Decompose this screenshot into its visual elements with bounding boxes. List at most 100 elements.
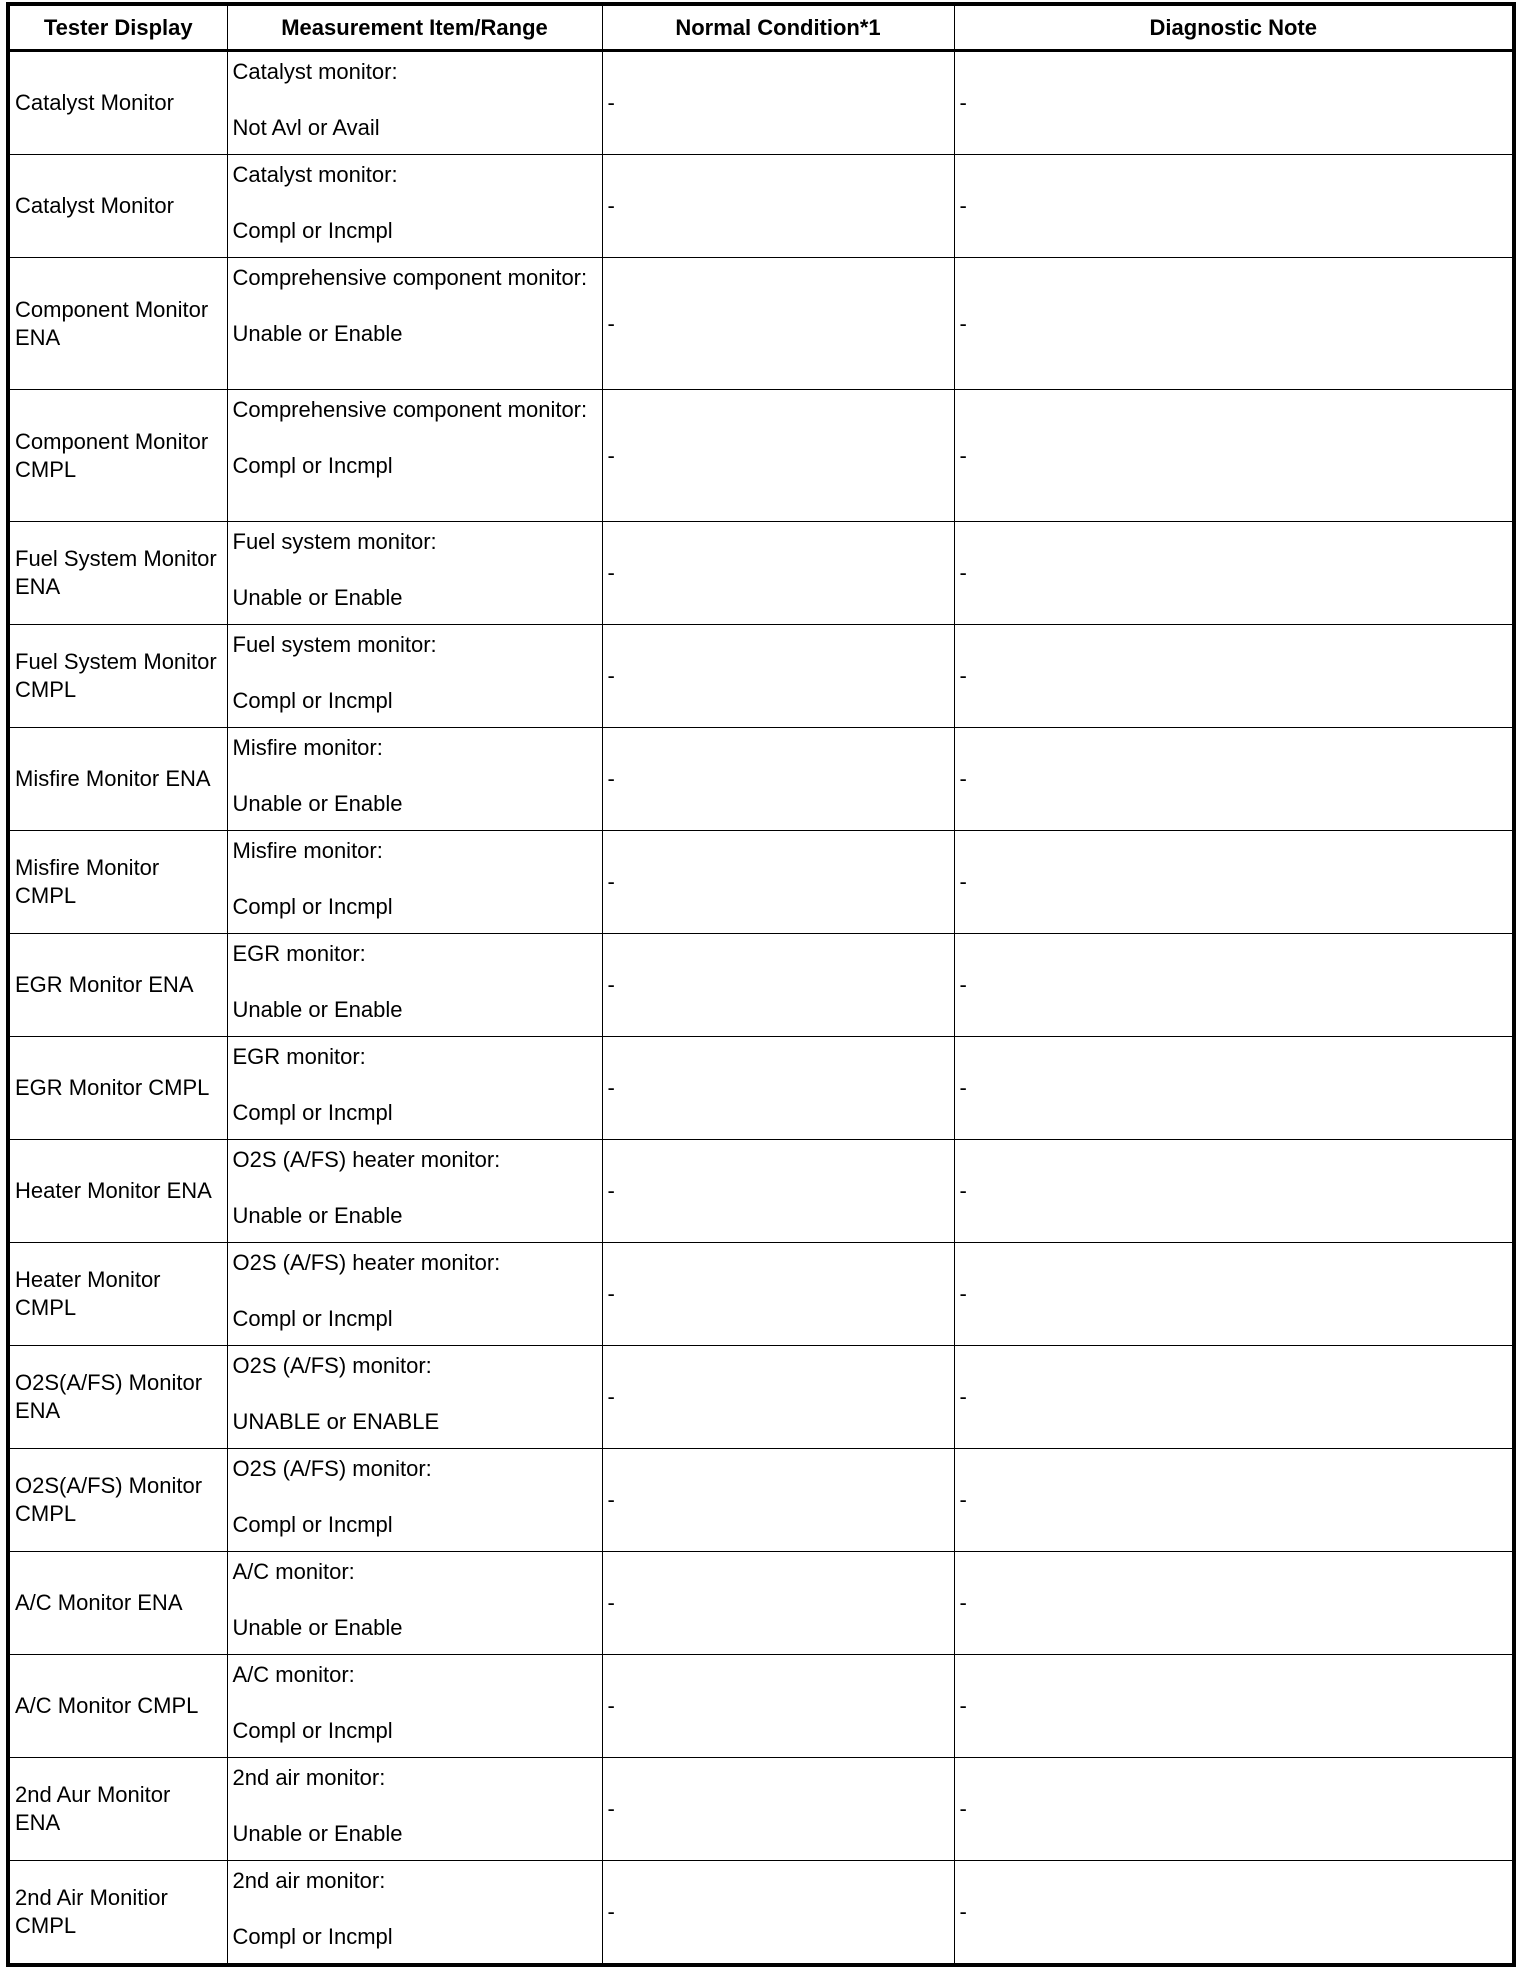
measurement-range: Compl or Incmpl <box>232 453 393 478</box>
tester-display-cell: Component Monitor CMPL <box>7 389 228 522</box>
measurement-item: 2nd air monitor: <box>232 1868 386 1893</box>
measurement-range: Compl or Incmpl <box>232 1100 393 1125</box>
measurement-cell: Fuel system monitor: Unable or Enable <box>226 521 603 625</box>
measurement-cell: EGR monitor: Unable or Enable <box>226 933 603 1037</box>
table-row: Misfire Monitor CMPL Misfire monitor: Comp… <box>7 830 1515 934</box>
measurement-range: Unable or Enable <box>232 1615 403 1640</box>
measurement-cell: EGR monitor: Compl or Incmpl <box>226 1036 603 1140</box>
normal-condition-cell: - <box>601 1345 955 1449</box>
measurement-range: Compl or Incmpl <box>232 218 393 243</box>
measurement-item: O2S (A/FS) monitor: <box>232 1456 432 1481</box>
measurement-range: Unable or Enable <box>232 791 403 816</box>
measurement-range: Compl or Incmpl <box>232 894 393 919</box>
normal-condition-cell: - <box>601 1242 955 1346</box>
normal-condition-cell: - <box>601 1036 955 1140</box>
normal-condition-cell: - <box>601 727 955 831</box>
table-row: Heater Monitor CMPL O2S (A/FS) heater mon… <box>7 1242 1515 1346</box>
measurement-item: Comprehensive component monitor: <box>232 397 588 422</box>
measurement-item: EGR monitor: <box>232 1044 366 1069</box>
diagnostic-note-cell: - <box>953 1757 1515 1861</box>
diagnostic-note-cell: - <box>953 1448 1515 1552</box>
measurement-range: Compl or Incmpl <box>232 1306 393 1331</box>
tester-display-cell: EGR Monitor ENA <box>7 933 228 1037</box>
tester-display-cell: Catalyst Monitor <box>7 154 228 258</box>
measurement-item: EGR monitor: <box>232 941 366 966</box>
table-row: 2nd Aur Monitor ENA 2nd air monitor: Unabl… <box>7 1757 1515 1861</box>
diagnostic-note-cell: - <box>953 257 1515 390</box>
measurement-range: Unable or Enable <box>232 1203 403 1228</box>
diagnostic-note-cell: - <box>953 389 1515 522</box>
normal-condition-cell: - <box>601 1139 955 1243</box>
measurement-cell: Catalyst monitor: Compl or Incmpl <box>226 154 603 258</box>
diagnostic-note-cell: - <box>953 1860 1515 1966</box>
normal-condition-cell: - <box>601 257 955 390</box>
tester-display-cell: Misfire Monitor ENA <box>7 727 228 831</box>
measurement-item: Fuel system monitor: <box>232 529 437 554</box>
normal-condition-cell: - <box>601 933 955 1037</box>
diagnostic-note-cell: - <box>953 1654 1515 1758</box>
normal-condition-cell: - <box>601 1654 955 1758</box>
tester-display-cell: O2S(A/FS) Monitor CMPL <box>7 1448 228 1552</box>
measurement-item: Fuel system monitor: <box>232 632 437 657</box>
measurement-range: Not Avl or Avail <box>232 115 380 140</box>
header-measurement-item: Measurement Item/Range <box>226 3 603 52</box>
diagnostic-note-cell: - <box>953 1242 1515 1346</box>
measurement-item: 2nd air monitor: <box>232 1765 386 1790</box>
tester-display-cell: Component Monitor ENA <box>7 257 228 390</box>
measurement-cell: O2S (A/FS) heater monitor: Unable or Enab… <box>226 1139 603 1243</box>
tester-display-cell: Fuel System Monitor ENA <box>7 521 228 625</box>
tester-display-cell: Heater Monitor ENA <box>7 1139 228 1243</box>
normal-condition-cell: - <box>601 389 955 522</box>
measurement-item: O2S (A/FS) monitor: <box>232 1353 432 1378</box>
measurement-range: Compl or Incmpl <box>232 688 393 713</box>
measurement-item: O2S (A/FS) heater monitor: <box>232 1147 501 1172</box>
normal-condition-cell: - <box>601 521 955 625</box>
table-row: Catalyst Monitor Catalyst monitor: Not Avl… <box>7 50 1515 155</box>
tester-display-cell: O2S(A/FS) Monitor ENA <box>7 1345 228 1449</box>
table-row: Heater Monitor ENA O2S (A/FS) heater moni… <box>7 1139 1515 1243</box>
header-row: Tester Display Measurement Item/Range No… <box>7 3 1515 52</box>
header-diagnostic-note: Diagnostic Note <box>953 3 1515 52</box>
diagnostic-note-cell: - <box>953 933 1515 1037</box>
measurement-range: Unable or Enable <box>232 321 403 346</box>
diagnostic-note-cell: - <box>953 50 1515 155</box>
table-row: Component Monitor CMPL Comprehensive comp… <box>7 389 1515 522</box>
tester-display-cell: Heater Monitor CMPL <box>7 1242 228 1346</box>
measurement-item: Misfire monitor: <box>232 838 383 863</box>
normal-condition-cell: - <box>601 830 955 934</box>
tester-display-cell: Misfire Monitor CMPL <box>7 830 228 934</box>
diagnostic-note-cell: - <box>953 727 1515 831</box>
tester-display-cell: Catalyst Monitor <box>7 50 228 155</box>
tester-display-cell: A/C Monitor CMPL <box>7 1654 228 1758</box>
table-row: 2nd Air Monitior CMPL 2nd air monitor: Com… <box>7 1860 1515 1966</box>
measurement-item: A/C monitor: <box>232 1662 355 1687</box>
measurement-cell: Fuel system monitor: Compl or Incmpl <box>226 624 603 728</box>
measurement-range: UNABLE or ENABLE <box>232 1409 440 1434</box>
measurement-item: O2S (A/FS) heater monitor: <box>232 1250 501 1275</box>
tester-display-cell: EGR Monitor CMPL <box>7 1036 228 1140</box>
normal-condition-cell: - <box>601 1860 955 1966</box>
normal-condition-cell: - <box>601 624 955 728</box>
normal-condition-cell: - <box>601 1757 955 1861</box>
diagnostic-note-cell: - <box>953 1551 1515 1655</box>
table-row: Misfire Monitor ENA Misfire monitor: Unabl… <box>7 727 1515 831</box>
header-normal-condition: Normal Condition*1 <box>601 3 955 52</box>
diagnostic-note-cell: - <box>953 830 1515 934</box>
diagnostic-note-cell: - <box>953 1139 1515 1243</box>
table-row: O2S(A/FS) Monitor CMPL O2S (A/FS) monitor… <box>7 1448 1515 1552</box>
measurement-item: Catalyst monitor: <box>232 162 398 187</box>
tester-display-cell: A/C Monitor ENA <box>7 1551 228 1655</box>
table-row: A/C Monitor CMPL A/C monitor: Compl or Inc… <box>7 1654 1515 1758</box>
diagnostic-note-cell: - <box>953 1036 1515 1140</box>
measurement-cell: O2S (A/FS) monitor: UNABLE or ENABLE <box>226 1345 603 1449</box>
measurement-range: Compl or Incmpl <box>232 1512 393 1537</box>
table-row: Component Monitor ENA Comprehensive compo… <box>7 257 1515 390</box>
normal-condition-cell: - <box>601 1551 955 1655</box>
normal-condition-cell: - <box>601 1448 955 1552</box>
measurement-cell: 2nd air monitor: Compl or Incmpl <box>226 1860 603 1966</box>
diagnostic-note-cell: - <box>953 521 1515 625</box>
measurement-cell: Catalyst monitor: Not Avl or Avail <box>226 50 603 155</box>
table-row: Fuel System Monitor CMPL Fuel system moni… <box>7 624 1515 728</box>
measurement-cell: A/C monitor: Unable or Enable <box>226 1551 603 1655</box>
normal-condition-cell: - <box>601 154 955 258</box>
